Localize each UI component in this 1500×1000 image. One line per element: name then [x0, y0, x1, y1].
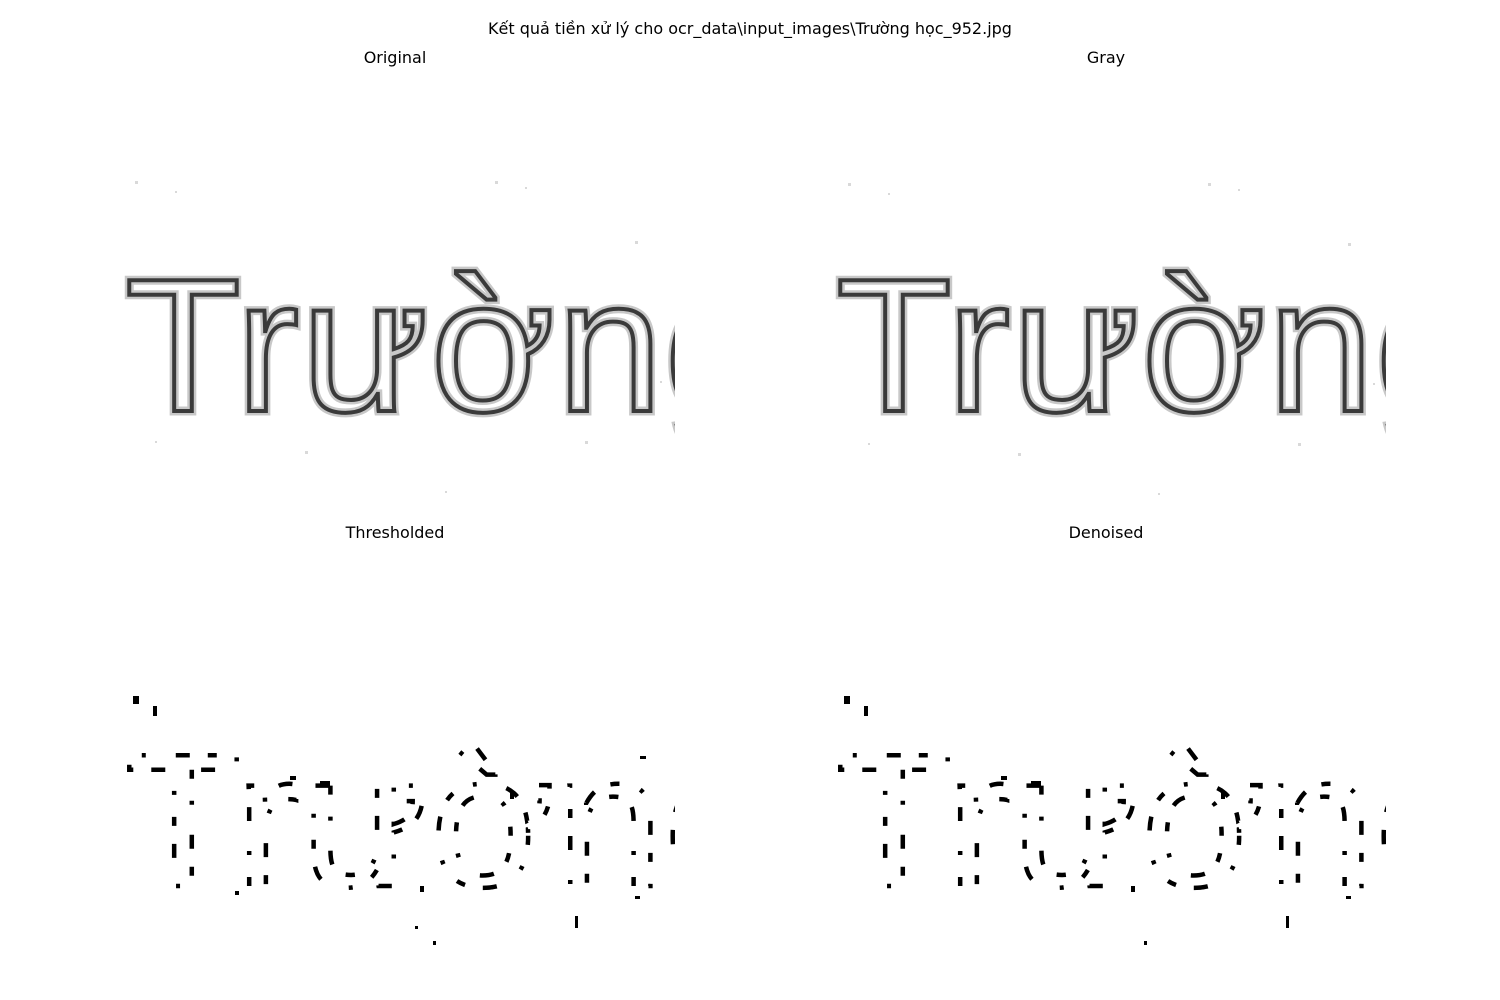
image-gray: Trường học Trường học	[826, 81, 1386, 517]
panel-title-thresholded: Thresholded	[345, 523, 445, 542]
specks-denoised	[844, 696, 1351, 945]
panel-title-gray: Gray	[1086, 48, 1126, 67]
image-gray-canvas: Trường học Trường học	[832, 183, 1386, 495]
panel-title-denoised: Denoised	[1068, 523, 1144, 542]
panel-original: Original Trường học Trường học	[115, 47, 675, 517]
word-halo-original: Trường học	[125, 240, 675, 452]
word-gray: Trường học	[836, 240, 1386, 452]
panel-denoised: Denoised Trường học	[826, 522, 1386, 992]
image-thresholded: Trường học	[115, 556, 675, 992]
word-thresholded: Trường học	[125, 715, 675, 927]
word-halo-gray: Trường học	[836, 240, 1386, 452]
noise-texture-original	[135, 181, 662, 493]
word-denoised: Trường học	[836, 715, 1386, 927]
image-original-canvas: Trường học Trường học	[121, 181, 675, 493]
word-original: Trường học	[125, 240, 675, 452]
panel-title-original: Original	[363, 48, 427, 67]
image-denoised-canvas: Trường học	[834, 696, 1386, 945]
image-thresholded-canvas: Trường học	[123, 696, 675, 945]
specks-thresholded	[133, 696, 646, 945]
image-denoised: Trường học	[826, 556, 1386, 992]
noise-texture-gray	[848, 183, 1375, 495]
panel-thresholded: Thresholded Trường học	[115, 522, 675, 992]
image-original: Trường học Trường học	[115, 81, 675, 517]
figure-suptitle: Kết quả tiền xử lý cho ocr_data\input_im…	[488, 19, 1012, 38]
panel-gray: Gray Trường học Trường học	[826, 47, 1386, 517]
